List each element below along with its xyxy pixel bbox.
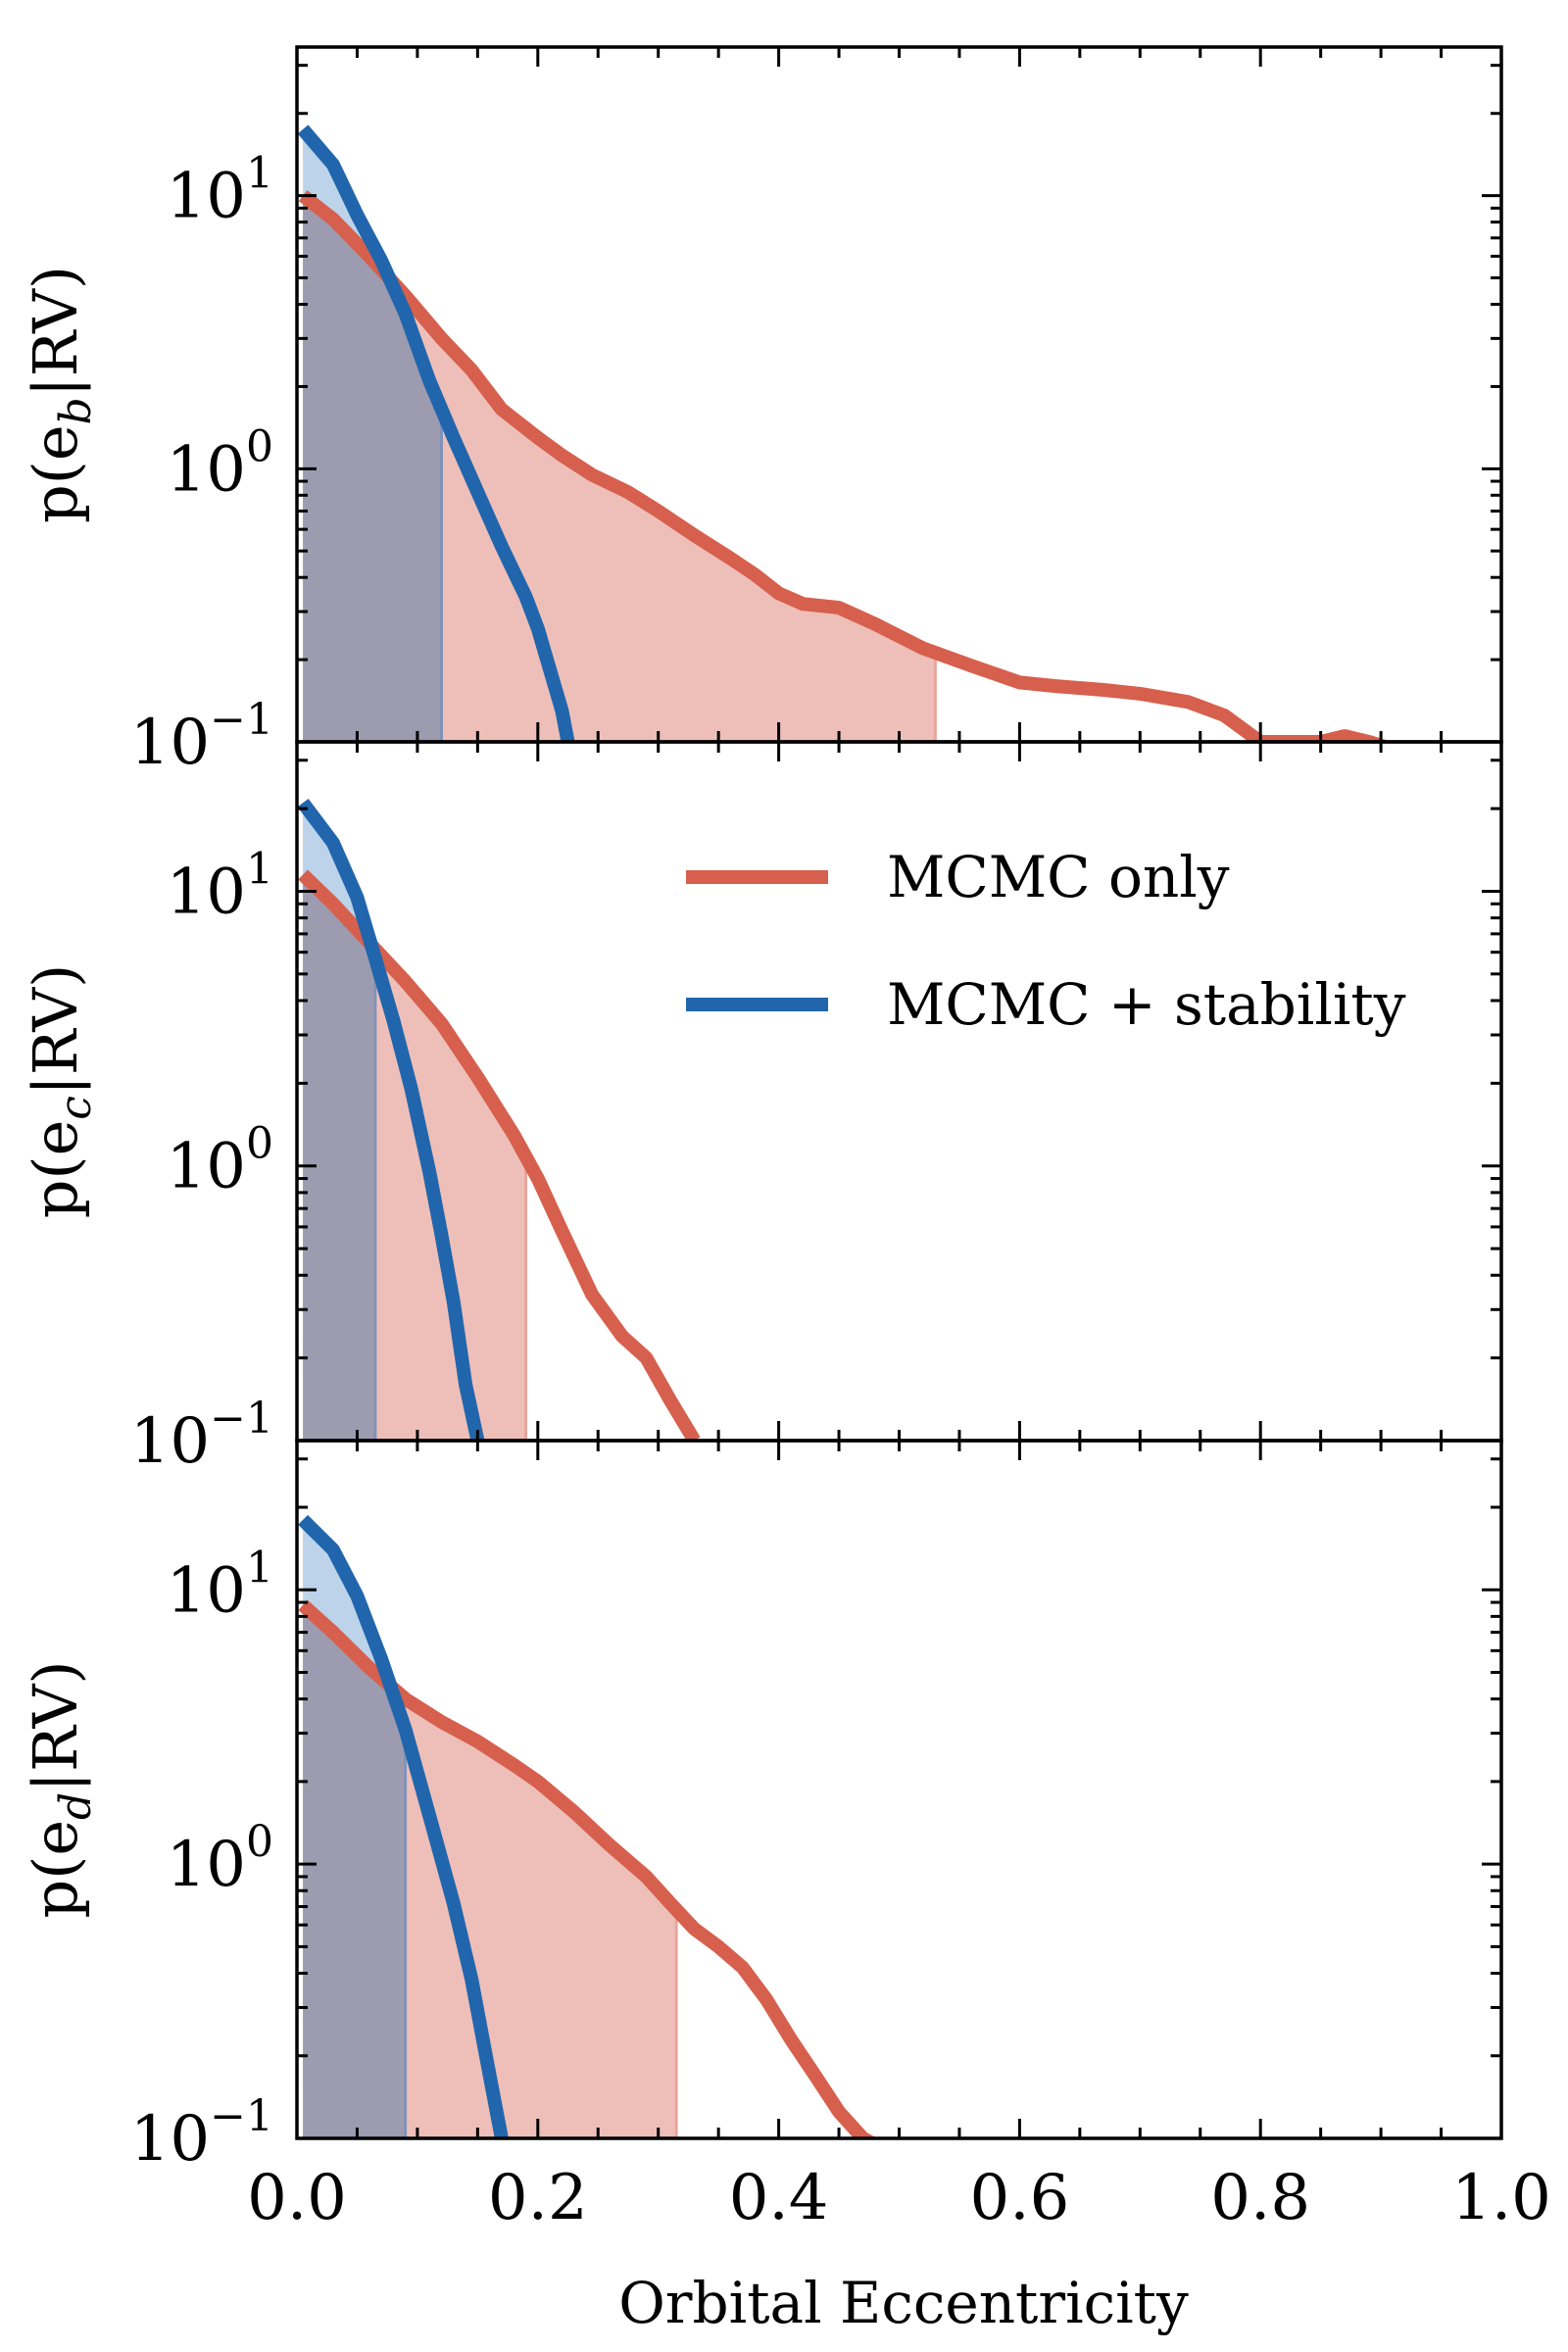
legend-label: MCMC only <box>887 844 1230 910</box>
y-tick-label: 101 <box>167 844 273 928</box>
x-tick-label: 0.2 <box>488 2162 588 2234</box>
stability-line <box>298 1514 509 2138</box>
x-tick-label: 0.0 <box>247 2162 347 2234</box>
y-axis-label: p(eb|RV) <box>20 266 101 523</box>
panel-b: 10−1 100 101 p(eb|RV) <box>20 45 1503 779</box>
x-axis-label: Orbital Eccentricity <box>618 2270 1189 2336</box>
x-tick-label: 0.4 <box>729 2162 829 2234</box>
mcmc-only-credible-fill <box>303 195 936 742</box>
plot-area <box>297 124 1393 742</box>
panel-c: 10−1 100 101 p(ec|RV) MCMC only MCMC + stabil… <box>20 740 1503 1478</box>
panel-d: 10−1 100 101 p(ed|RV) 0.0 0.2 0.4 0.6 0.8 1.0 <box>20 1439 1551 2234</box>
y-axis-label: p(ec|RV) <box>20 964 101 1219</box>
overlap-fill <box>303 1604 406 2138</box>
y-axis-label: p(ed|RV) <box>20 1660 101 1918</box>
x-tick-label: 0.8 <box>1210 2162 1310 2234</box>
plot-area <box>297 798 701 1441</box>
y-tick-label: 100 <box>167 421 273 506</box>
mcmc-only-line <box>298 1599 878 2138</box>
stability-line <box>297 798 485 1441</box>
x-tick-label: 1.0 <box>1451 2162 1551 2234</box>
legend: MCMC only MCMC + stability <box>686 844 1406 1038</box>
x-tick-label: 0.6 <box>970 2162 1070 2234</box>
mcmc-only-line <box>298 190 1393 742</box>
overlap-fill <box>303 874 375 1441</box>
y-tick-label: 100 <box>167 1119 273 1203</box>
y-tick-label: 101 <box>167 149 273 233</box>
legend-label: MCMC + stability <box>887 971 1406 1038</box>
y-tick-label: 100 <box>167 1817 273 1901</box>
stability-line <box>297 124 575 742</box>
y-tick-label: 101 <box>167 1543 273 1627</box>
y-tick-label: 10−1 <box>130 695 273 779</box>
y-tick-label: 10−1 <box>130 2091 273 2176</box>
y-tick-label: 10−1 <box>130 1394 273 1478</box>
plot-area <box>298 1514 878 2138</box>
overlap-fill <box>303 195 442 742</box>
